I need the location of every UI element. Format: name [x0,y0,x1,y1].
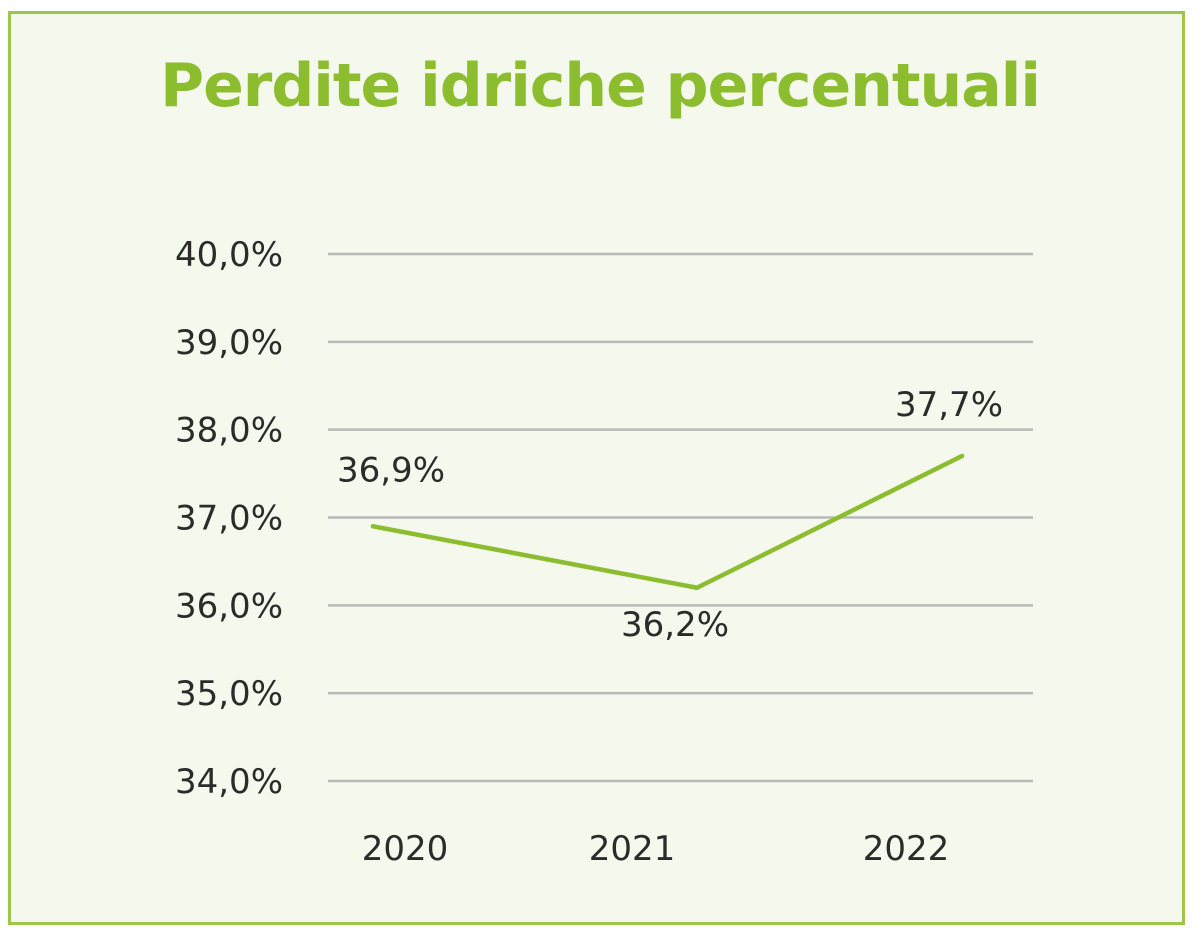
y-tick-label: 40,0% [175,235,283,275]
x-category-label: 2022 [863,829,950,869]
y-tick-label: 38,0% [175,411,283,451]
chart-card [8,11,1185,925]
chart-title: Perdite idriche percentuali [160,51,1041,121]
series-line-group [370,453,965,591]
data-labels: 36,9% 36,2% 37,7% [337,385,1003,645]
y-axis-tick-labels: 40,0% 39,0% 38,0% 37,0% 36,0% 35,0% 34,0% [175,235,283,802]
x-axis-category-labels: 2020 2021 2022 [362,829,950,869]
y-tick-label: 37,0% [175,499,283,539]
x-category-label: 2021 [589,829,676,869]
y-tick-label: 34,0% [175,762,283,802]
data-label: 36,9% [337,450,445,490]
x-category-label: 2020 [362,829,449,869]
series-line [370,453,965,591]
y-tick-label: 39,0% [175,323,283,363]
data-point [370,524,376,529]
y-tick-label: 35,0% [175,674,283,714]
data-label: 36,2% [621,605,729,645]
gridlines [328,252,1033,783]
data-point [694,585,700,590]
y-tick-label: 36,0% [175,586,283,626]
data-label: 37,7% [895,385,1003,425]
data-point [959,453,965,459]
